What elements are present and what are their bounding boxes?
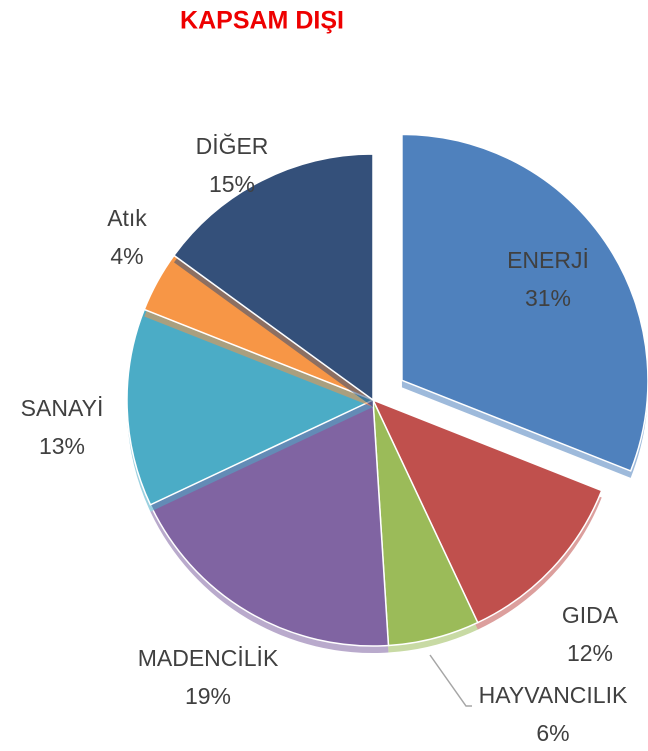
pie-slice — [401, 133, 648, 472]
slice-value-label: 31% — [525, 285, 571, 311]
slice-value-label: 6% — [536, 720, 569, 746]
slice-value-label: 12% — [567, 640, 613, 666]
slice-label: SANAYİ — [21, 395, 104, 421]
chart-title: KAPSAM DIŞI — [180, 7, 344, 35]
slice-label: Atık — [107, 205, 147, 231]
slice-label: ENERJİ — [507, 247, 589, 273]
leader-line — [429, 654, 472, 707]
slice-value-label: 19% — [185, 683, 231, 709]
pie-slice — [371, 398, 603, 624]
slice-label: DİĞER — [196, 133, 269, 159]
pie-slice — [172, 153, 374, 402]
slice-value-label: 13% — [39, 433, 85, 459]
pie-slice — [149, 398, 390, 647]
pie-slice — [126, 308, 375, 506]
slice-label: HAYVANCILIK — [479, 682, 628, 708]
slice-label: GIDA — [562, 602, 619, 628]
slice-value-label: 15% — [209, 171, 255, 197]
slice-label: MADENCİLİK — [138, 645, 279, 671]
slice-value-label: 4% — [110, 243, 143, 269]
